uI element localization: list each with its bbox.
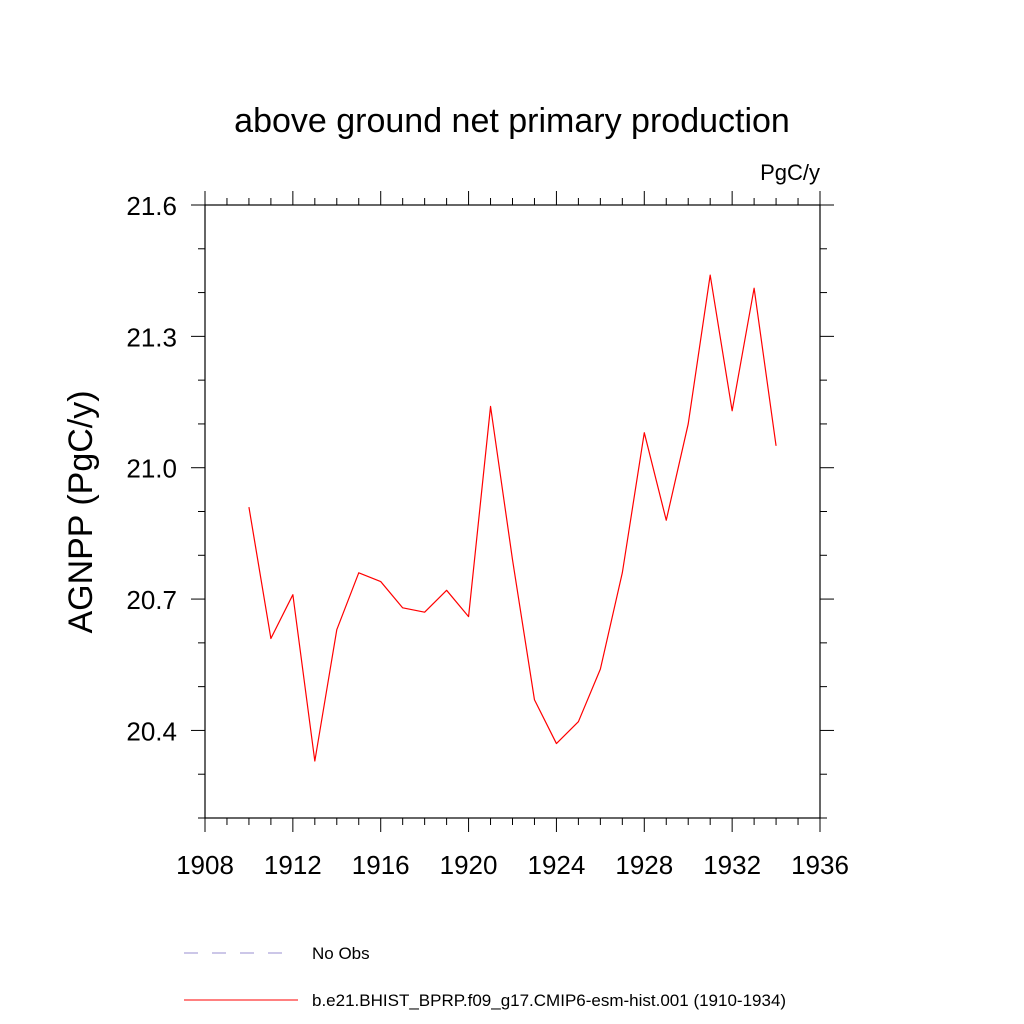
units-label: PgC/y	[760, 160, 820, 185]
y-tick-label: 21.3	[126, 322, 177, 352]
x-tick-label: 1916	[352, 850, 410, 880]
axis-ticks	[191, 191, 834, 832]
legend: No Obs b.e21.BHIST_BPRP.f09_g17.CMIP6-es…	[184, 944, 786, 1010]
chart-title: above ground net primary production	[234, 102, 790, 140]
y-tick-label: 21.6	[126, 191, 177, 221]
legend-label-no-obs: No Obs	[312, 944, 370, 963]
y-tick-labels: 20.4 20.7 21.0 21.3 21.6	[126, 191, 177, 746]
x-tick-label: 1912	[264, 850, 322, 880]
x-tick-label: 1908	[176, 850, 234, 880]
x-tick-label: 1924	[528, 850, 586, 880]
plot-frame	[204, 204, 821, 819]
y-tick-label: 20.7	[126, 585, 177, 615]
x-tick-label: 1928	[615, 850, 673, 880]
legend-label-model: b.e21.BHIST_BPRP.f09_g17.CMIP6-esm-hist.…	[312, 991, 786, 1010]
x-tick-label: 1932	[703, 850, 761, 880]
x-tick-labels: 1908 1912 1916 1920 1924 1928 1932 1936	[176, 850, 849, 880]
x-tick-label: 1936	[791, 850, 849, 880]
y-tick-label: 20.4	[126, 716, 177, 746]
series-lines	[248, 274, 777, 762]
y-axis-label: AGNPP (PgC/y)	[62, 390, 100, 633]
y-tick-label: 21.0	[126, 454, 177, 484]
x-tick-label: 1920	[440, 850, 498, 880]
series-line-model	[248, 274, 777, 762]
